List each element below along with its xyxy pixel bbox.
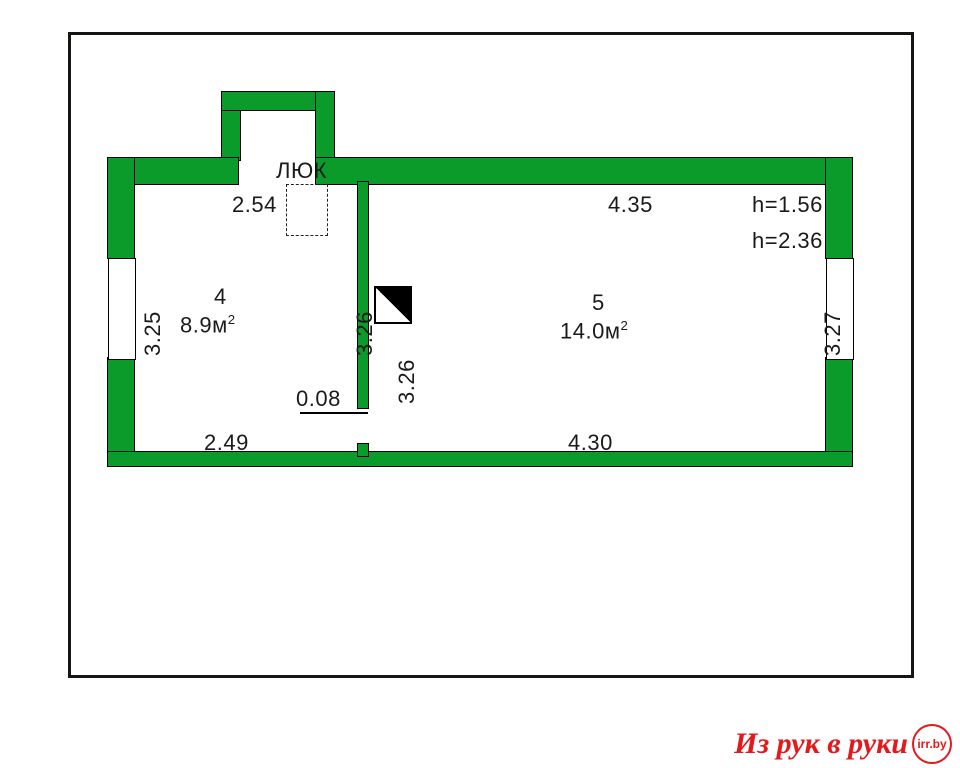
wall-right-upper bbox=[826, 158, 852, 258]
floor-plan-stage: 2.54 4.35 h=1.56 h=2.36 48.9м2 514.0м2 0.08 2.4… bbox=[0, 0, 960, 768]
wall-top-left-outer-v2 bbox=[316, 92, 334, 160]
watermark: Из рук в руки irr.by bbox=[734, 724, 952, 764]
wall-top-main-right bbox=[316, 158, 852, 184]
wall-right-lower bbox=[826, 358, 852, 466]
window-left-window bbox=[108, 258, 136, 360]
dim-d-room4-area-a: 8.9м2 bbox=[180, 312, 236, 338]
dim-d-4.35: 4.35 bbox=[608, 192, 653, 218]
dim-d-room5-num: 5 bbox=[592, 290, 605, 316]
dim-d-2.49: 2.49 bbox=[204, 430, 249, 456]
dim-d-hatch-label: ЛЮК bbox=[276, 158, 327, 184]
area-sup: 2 bbox=[620, 318, 628, 333]
column-marker-icon bbox=[374, 286, 412, 324]
dim-d-room5-area-a: 14.0м2 bbox=[560, 318, 628, 344]
dim-d-2.54: 2.54 bbox=[232, 192, 277, 218]
wall-left-lower bbox=[108, 358, 134, 466]
dim-d-4.30: 4.30 bbox=[568, 430, 613, 456]
dim-d-3.26a: 3.26 bbox=[352, 311, 378, 356]
rule-0 bbox=[300, 412, 368, 414]
dim-d-3.27: 3.27 bbox=[820, 311, 846, 356]
hatch-hatch-box bbox=[286, 184, 328, 236]
area-sup: 2 bbox=[228, 312, 236, 327]
wall-interior-vertical bbox=[358, 182, 368, 408]
dim-d-room4-num: 4 bbox=[214, 284, 227, 310]
dim-d-h1.56: h=1.56 bbox=[752, 192, 823, 218]
dim-d-3.26b: 3.26 bbox=[394, 359, 420, 404]
dim-d-h2.36: h=2.36 bbox=[752, 228, 823, 254]
outer-frame bbox=[68, 32, 914, 678]
watermark-badge: irr.by bbox=[912, 724, 952, 764]
wall-left-upper bbox=[108, 158, 134, 258]
dim-d-3.25: 3.25 bbox=[140, 311, 166, 356]
wall-interior-stub bbox=[358, 444, 368, 456]
dim-d-0.08: 0.08 bbox=[296, 386, 341, 412]
watermark-text: Из рук в руки bbox=[734, 727, 908, 761]
